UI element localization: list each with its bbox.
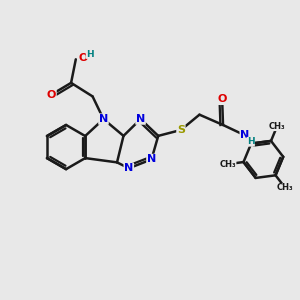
Text: H: H — [86, 50, 94, 58]
Text: CH₃: CH₃ — [277, 183, 294, 192]
Text: O: O — [218, 94, 227, 104]
Text: N: N — [124, 163, 134, 173]
Text: N: N — [240, 130, 249, 140]
Text: O: O — [79, 53, 88, 63]
Text: S: S — [177, 125, 185, 135]
Text: N: N — [147, 154, 156, 164]
Text: O: O — [47, 90, 56, 100]
Text: N: N — [136, 114, 145, 124]
Text: N: N — [99, 114, 108, 124]
Text: H: H — [247, 137, 254, 146]
Text: CH₃: CH₃ — [269, 122, 285, 131]
Text: CH₃: CH₃ — [219, 160, 236, 169]
